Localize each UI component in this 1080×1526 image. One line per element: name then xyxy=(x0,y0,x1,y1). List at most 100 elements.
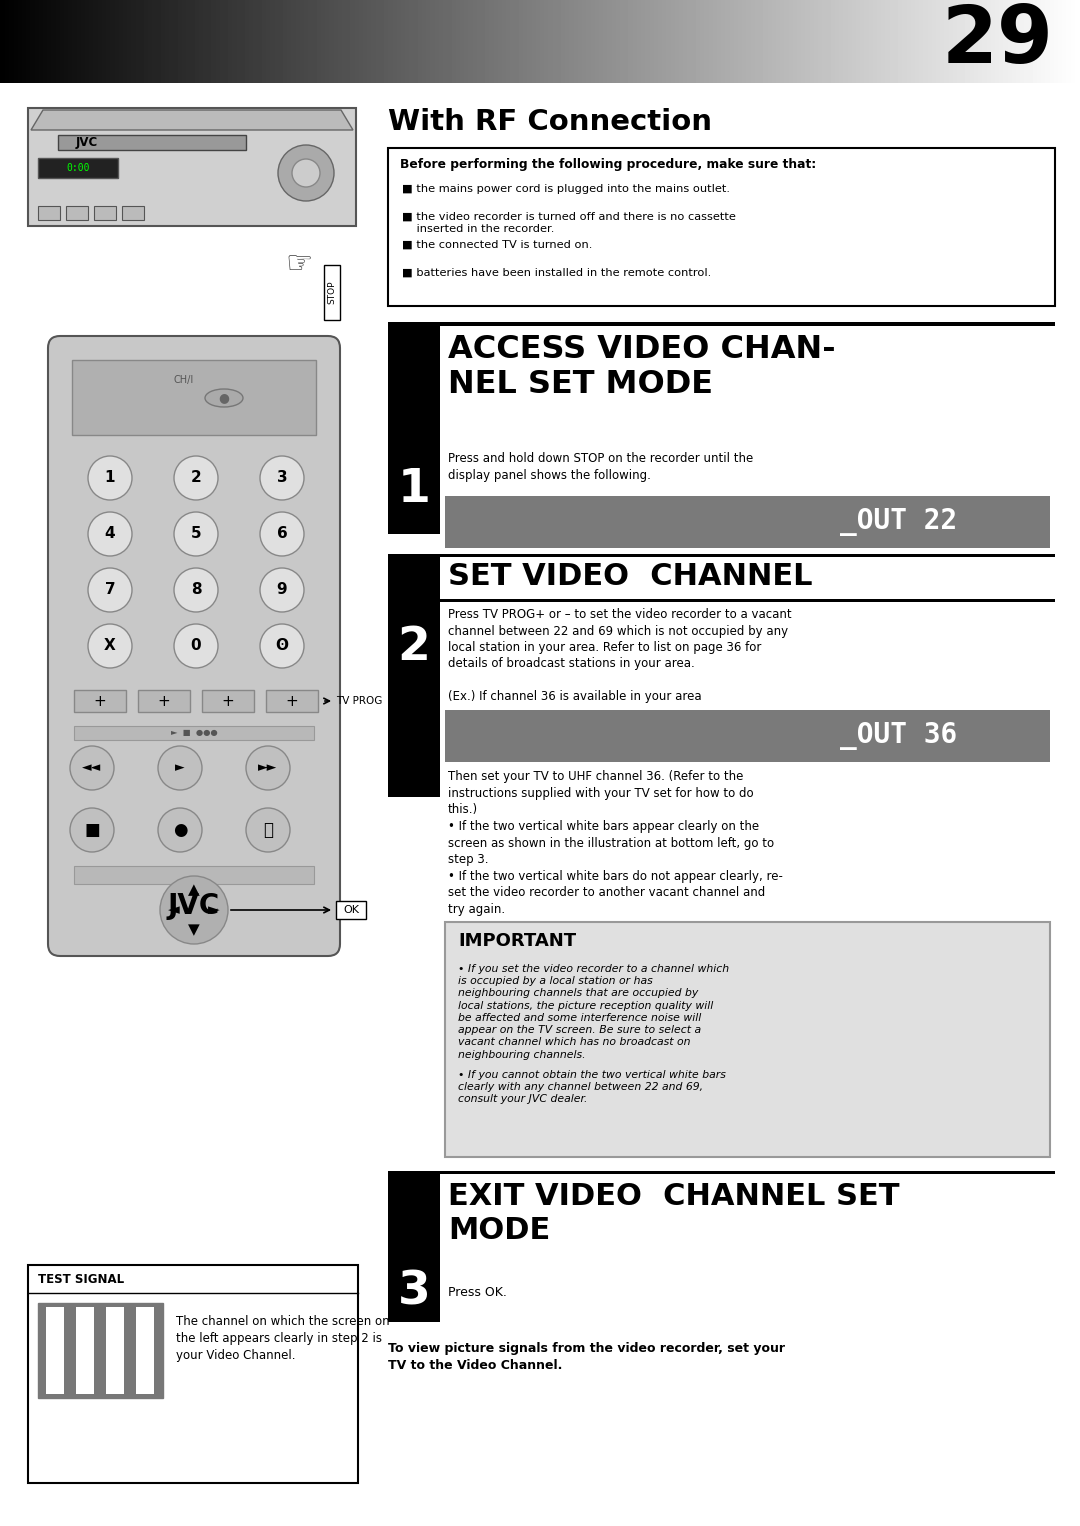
Circle shape xyxy=(174,624,218,668)
Ellipse shape xyxy=(205,389,243,407)
Bar xyxy=(136,1306,154,1393)
Text: ■ the mains power cord is plugged into the mains outlet.: ■ the mains power cord is plugged into t… xyxy=(402,185,730,194)
Bar xyxy=(66,206,87,220)
Bar xyxy=(445,710,1050,761)
Circle shape xyxy=(246,807,291,852)
Bar xyxy=(388,148,1055,307)
Bar xyxy=(76,1306,94,1393)
Bar xyxy=(38,159,118,179)
Text: 5: 5 xyxy=(191,526,201,542)
Text: ●: ● xyxy=(173,821,187,839)
Bar xyxy=(324,266,340,320)
FancyBboxPatch shape xyxy=(48,336,340,955)
Text: TEST SIGNAL: TEST SIGNAL xyxy=(38,1273,124,1286)
Text: 2: 2 xyxy=(397,624,431,670)
Circle shape xyxy=(70,807,114,852)
Circle shape xyxy=(87,624,132,668)
Text: ■ the connected TV is turned on.: ■ the connected TV is turned on. xyxy=(402,240,592,250)
Text: X: X xyxy=(104,638,116,653)
Polygon shape xyxy=(31,110,353,130)
Text: Press TV PROG+ or – to set the video recorder to a vacant
channel between 22 and: Press TV PROG+ or – to set the video rec… xyxy=(448,607,792,670)
Text: ▼: ▼ xyxy=(188,923,200,937)
Text: ◄: ◄ xyxy=(168,902,180,917)
Bar xyxy=(122,206,144,220)
Text: 3: 3 xyxy=(397,1270,430,1314)
Text: +: + xyxy=(285,693,298,708)
Text: ■ the video recorder is turned off and there is no cassette
    inserted in the : ■ the video recorder is turned off and t… xyxy=(402,212,735,235)
Text: ■ batteries have been installed in the remote control.: ■ batteries have been installed in the r… xyxy=(402,269,712,278)
Bar xyxy=(28,1265,357,1483)
Bar xyxy=(388,557,440,600)
Bar xyxy=(445,922,1050,1157)
Bar xyxy=(388,554,1055,557)
Circle shape xyxy=(160,876,228,945)
Circle shape xyxy=(70,746,114,790)
Text: OK: OK xyxy=(343,905,359,916)
Text: ⏸: ⏸ xyxy=(264,821,273,839)
Text: 0:00: 0:00 xyxy=(66,163,90,172)
Text: Then set your TV to UHF channel 36. (Refer to the
instructions supplied with you: Then set your TV to UHF channel 36. (Ref… xyxy=(448,771,754,816)
Text: 2: 2 xyxy=(191,470,201,485)
Circle shape xyxy=(174,513,218,555)
Text: Press OK.: Press OK. xyxy=(448,1285,507,1299)
Circle shape xyxy=(260,568,303,612)
Text: ACCESS VIDEO CHAN-
NEL SET MODE: ACCESS VIDEO CHAN- NEL SET MODE xyxy=(448,334,836,400)
Circle shape xyxy=(158,746,202,790)
Text: ■: ■ xyxy=(84,821,99,839)
Text: ●: ● xyxy=(218,392,229,404)
Circle shape xyxy=(174,456,218,501)
Bar xyxy=(94,206,116,220)
Text: ►: ► xyxy=(175,761,185,775)
Text: • If you set the video recorder to a channel which
is occupied by a local statio: • If you set the video recorder to a cha… xyxy=(458,964,729,1059)
Text: SET VIDEO  CHANNEL: SET VIDEO CHANNEL xyxy=(448,562,812,591)
Bar xyxy=(445,496,1050,548)
Text: 8: 8 xyxy=(191,583,201,598)
Bar xyxy=(388,601,440,797)
Text: TV PROG: TV PROG xyxy=(336,696,382,707)
Bar xyxy=(388,327,440,444)
Bar xyxy=(336,900,366,919)
Text: • If the two vertical white bars appear clearly on the
screen as shown in the il: • If the two vertical white bars appear … xyxy=(448,819,774,865)
Circle shape xyxy=(278,145,334,201)
Text: +: + xyxy=(221,693,234,708)
Text: STOP: STOP xyxy=(327,281,337,304)
Bar xyxy=(388,600,1055,601)
Text: 4: 4 xyxy=(105,526,116,542)
Text: 29: 29 xyxy=(941,3,1053,81)
Bar xyxy=(75,865,314,884)
Text: JVC: JVC xyxy=(167,893,220,920)
Text: 1: 1 xyxy=(397,467,431,511)
Circle shape xyxy=(292,159,320,188)
Text: _OUT 22: _OUT 22 xyxy=(840,508,957,536)
Text: +: + xyxy=(158,693,171,708)
Bar xyxy=(38,206,60,220)
Text: ▲: ▲ xyxy=(188,882,200,897)
Text: 3: 3 xyxy=(276,470,287,485)
Text: To view picture signals from the video recorder, set your
TV to the Video Channe: To view picture signals from the video r… xyxy=(388,1341,785,1372)
Bar xyxy=(388,1170,1055,1173)
Circle shape xyxy=(87,513,132,555)
Text: 9: 9 xyxy=(276,583,287,598)
Circle shape xyxy=(260,513,303,555)
Text: (Ex.) If channel 36 is available in your area: (Ex.) If channel 36 is available in your… xyxy=(448,690,702,703)
Text: Before performing the following procedure, make sure that:: Before performing the following procedur… xyxy=(400,159,816,171)
Text: • If the two vertical white bars do not appear clearly, re-
set the video record: • If the two vertical white bars do not … xyxy=(448,870,783,916)
Text: ʘ: ʘ xyxy=(275,638,288,653)
Bar xyxy=(75,726,314,740)
Bar xyxy=(388,1173,440,1262)
Text: JVC: JVC xyxy=(76,136,98,150)
Text: • If you cannot obtain the two vertical white bars
clearly with any channel betw: • If you cannot obtain the two vertical … xyxy=(458,1070,726,1105)
Bar xyxy=(38,1303,163,1398)
Text: 6: 6 xyxy=(276,526,287,542)
Bar xyxy=(202,690,254,713)
Text: ☞: ☞ xyxy=(285,250,312,279)
Text: _OUT 36: _OUT 36 xyxy=(840,722,957,749)
Circle shape xyxy=(158,807,202,852)
Text: Press and hold down STOP on the recorder until the
display panel shows the follo: Press and hold down STOP on the recorder… xyxy=(448,452,753,482)
Text: ◄◄: ◄◄ xyxy=(82,761,102,775)
Text: ►  ■  ●●●: ► ■ ●●● xyxy=(171,728,217,737)
Bar xyxy=(28,108,356,226)
Circle shape xyxy=(87,456,132,501)
Text: +: + xyxy=(94,693,106,708)
Bar xyxy=(388,1262,440,1322)
